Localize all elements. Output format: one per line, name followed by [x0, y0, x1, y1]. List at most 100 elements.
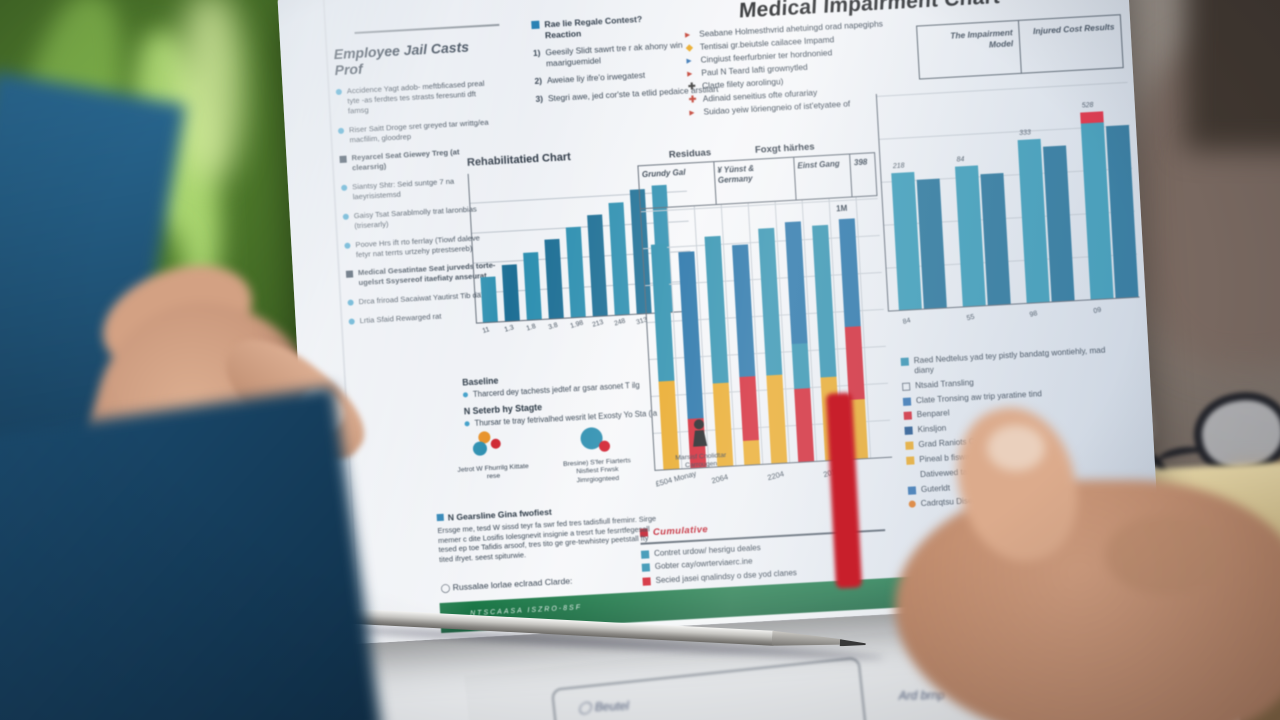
circle-doodle-icon: ◯	[577, 700, 592, 715]
tick-label: 248	[613, 317, 627, 328]
tick-label: 3.8	[547, 321, 559, 332]
red-circle-icon	[598, 440, 611, 452]
bar	[523, 251, 542, 320]
bar-group: 333	[1017, 129, 1075, 303]
list-item: Accidence Yagt adob- meftbficased preal …	[335, 79, 489, 117]
person-body-icon	[688, 430, 711, 447]
item-number: 1)	[532, 48, 541, 59]
pie-circles-item: Bresine) S'fer Fiarterts Nisfiest Frwsk …	[556, 423, 637, 487]
red-dot-icon	[490, 438, 502, 450]
bullet-dot-icon	[341, 184, 348, 192]
stacked-title-right: Foxgt härhes	[754, 141, 815, 156]
tick-label: 84	[902, 317, 912, 326]
item-number: 2)	[534, 76, 543, 87]
bullet-dot-icon	[335, 88, 343, 96]
legend-swatch-icon	[641, 563, 651, 572]
icon-caption: Marsisf Cnolidtar Carrougen	[675, 451, 727, 470]
list-item-text: Riser Saitt Droge sret greyed tar writtg…	[348, 117, 489, 145]
bullet-square-icon	[339, 156, 347, 164]
footer-checkbox-text: Russalae lorlae eclraad Clarde:	[452, 575, 573, 593]
right-thumbnail	[987, 425, 1045, 471]
bar-segment	[704, 235, 729, 384]
bar	[480, 276, 498, 323]
intro-lead-text: Rae lie Regale Contest? Reaction	[544, 14, 643, 41]
dots-cluster-item: Jetrot W Fhurrilg Kittate rese	[452, 429, 533, 493]
flag-marker-icon: ✚	[688, 94, 697, 105]
bar-segment	[812, 224, 837, 378]
flag-marker-icon: ✚	[687, 81, 696, 92]
bar	[544, 239, 564, 319]
tick-label: 09	[1092, 306, 1102, 316]
bar-dark	[916, 178, 947, 309]
bar-segment	[742, 439, 761, 465]
flag-marker-icon: ▸	[684, 29, 690, 40]
table-header-cell: Injured Cost Results	[1032, 21, 1115, 37]
bar-dark	[980, 173, 1011, 306]
table-header-cell: ¥ Yünst & Germany	[713, 157, 797, 205]
bar-segment	[794, 387, 815, 462]
intro-lead-title: Rae lie Regale Contest?	[544, 13, 643, 30]
legend-item-text: Ntsaid Transling	[914, 377, 974, 390]
bar-segment	[791, 343, 811, 389]
bullet-dot-icon	[464, 420, 470, 427]
notes-body: Erssge me, tesd W sissd teyr fa swr fed …	[437, 513, 657, 564]
tick-label: 98	[1028, 310, 1039, 319]
bullet-dot-icon	[462, 392, 469, 398]
circle-glyph-icon: ◯	[440, 582, 451, 594]
baseline-section: Baseline Tharcerd dey tachests jedtef ar…	[462, 360, 670, 429]
bar-group: 218	[891, 162, 947, 311]
table-header-cell: The Impairment Model	[917, 20, 1022, 79]
bar-segment	[838, 218, 861, 327]
bar-value-label: 218	[892, 162, 905, 170]
bar-segment	[844, 325, 865, 401]
table-header-cell: Grundy Gal	[638, 162, 717, 209]
bar-group: 84	[955, 157, 1011, 307]
intro-lead-sub: Reaction	[544, 28, 582, 41]
bar-segment	[784, 221, 808, 345]
flag-item-text: Clarte filety aorolingu)	[701, 76, 784, 91]
pen-grip	[772, 631, 843, 650]
right-hand	[865, 394, 1280, 720]
impairment-grouped-chart: 218 84 333 528 84 55 98 09	[875, 79, 1140, 326]
person-sleeve-lower	[0, 386, 383, 720]
flag-marker-icon: ◆	[685, 42, 694, 53]
legend-swatch-icon	[901, 382, 911, 391]
impairment-model-table: The Impairment Model Injured Cost Results	[916, 14, 1124, 80]
table-header-cell: 398	[853, 157, 868, 168]
stacked-title-left: Residuas	[668, 147, 712, 161]
tick-label: 1.98	[569, 319, 585, 331]
bar	[501, 264, 520, 322]
icon-caption: Bresine) S'fer Fiarterts Nisfiest Frwsk …	[562, 457, 631, 485]
item-number: 3)	[535, 93, 544, 104]
right-hand-fist	[895, 480, 1280, 720]
dots-cluster-icon	[452, 429, 532, 463]
bar-segment	[766, 374, 788, 464]
bullet-dot-icon	[342, 213, 349, 220]
tick-label: 1.3	[503, 324, 515, 334]
legend-swatch-icon	[642, 577, 651, 586]
tick-label: 1.8	[525, 323, 537, 333]
legend-item-text: Contret urdow/ hesrigu deales	[653, 542, 761, 558]
bar-segment	[678, 251, 704, 419]
flag-marker-icon: ▸	[686, 55, 692, 66]
icon-caption: Jetrot W Fhurrilg Kittate rese	[457, 462, 529, 481]
flag-marker-icon: ▸	[687, 68, 693, 79]
legend-title-text: Cumulative	[652, 524, 709, 539]
person-item: Marsisf Cnolidtar Carrougen	[660, 417, 741, 481]
list-item-text: Accidence Yagt adob- meftbficased preal …	[346, 79, 485, 116]
handwriting: ◯ Beutel	[578, 699, 629, 715]
legend-swatch-icon	[900, 357, 910, 366]
tick-label: 11	[481, 326, 491, 335]
person-head-icon	[693, 419, 705, 430]
numbered-item-text: Aweiae liy ifre'o irwegatest	[546, 70, 646, 86]
icon-row: Jetrot W Fhurrilg Kittate rese Bresine) S…	[452, 417, 745, 493]
bar	[565, 226, 586, 318]
list-item: Riser Saitt Droge sret greyed tar writtg…	[337, 117, 491, 145]
table-header-cell: Einst Gang	[793, 154, 853, 200]
tick-label: 213	[591, 318, 605, 329]
bar-value-label: 528	[1081, 101, 1094, 110]
person-icon	[660, 417, 740, 451]
bullet-dot-icon	[344, 242, 351, 249]
bar-group: 528	[1080, 101, 1139, 300]
